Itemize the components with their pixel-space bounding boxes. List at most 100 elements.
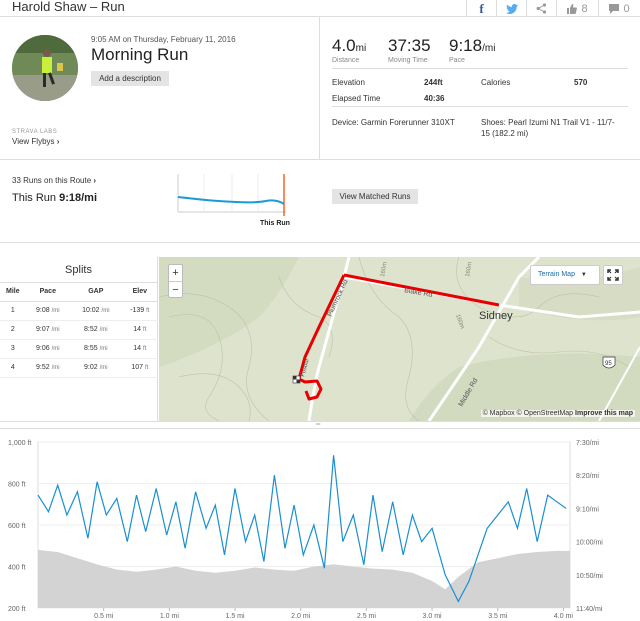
pace-stat: 9:18/mi Pace bbox=[449, 36, 507, 64]
moving-time-stat: 37:35 Moving Time bbox=[388, 36, 449, 64]
kudos-button[interactable]: 8 bbox=[556, 0, 598, 17]
split-unit: /mi bbox=[99, 327, 108, 333]
comment-icon bbox=[609, 3, 620, 14]
osm-link[interactable]: © OpenStreetMap bbox=[516, 410, 574, 417]
view-matched-runs-button[interactable]: View Matched Runs bbox=[332, 189, 418, 204]
road-label: Blake Rd bbox=[404, 287, 433, 299]
town-label: Sidney bbox=[479, 310, 513, 322]
splits-title: Splits bbox=[0, 257, 157, 283]
zoom-out-button[interactable]: − bbox=[169, 281, 182, 297]
page-title: Harold Shaw – Run bbox=[12, 0, 125, 14]
matched-runs-line bbox=[177, 196, 285, 205]
activity-summary: 9:05 AM on Thursday, February 11, 2016 M… bbox=[0, 17, 640, 243]
contour-label: 160m bbox=[380, 262, 389, 278]
shoes-info: Shoes: Pearl Izumi N1 Trail V1 - 11/7- 1… bbox=[481, 118, 615, 138]
axis-ticks: 1,000 ft 800 ft 600 ft 400 ft 200 ft 7:30/mi 8… bbox=[8, 440, 603, 620]
x-tick-label: 0.5 mi bbox=[94, 613, 114, 620]
calories-label: Calories bbox=[481, 78, 511, 87]
x-tick-label: 1.5 mi bbox=[226, 613, 246, 620]
divider bbox=[319, 17, 320, 159]
improve-map-link[interactable]: Improve this map bbox=[575, 410, 633, 417]
map-attribution: © Mapbox © OpenStreetMap Improve this ma… bbox=[480, 410, 635, 417]
elevation-value: 244ft bbox=[424, 78, 443, 87]
elevation-pace-chart[interactable]: 1,000 ft 800 ft 600 ft 400 ft 200 ft 7:30/mi 8… bbox=[0, 430, 640, 621]
chevron-right-icon: › bbox=[93, 176, 97, 185]
facebook-icon: f bbox=[479, 0, 484, 16]
map-type-dropdown[interactable]: Terrain Map ▼ bbox=[530, 265, 600, 285]
split-gap: 8:52 bbox=[84, 326, 98, 333]
twitter-icon bbox=[505, 3, 518, 14]
add-description-button[interactable]: Add a description bbox=[91, 71, 169, 86]
twitter-share-button[interactable] bbox=[496, 0, 526, 17]
share-button[interactable] bbox=[526, 0, 556, 17]
contour-label: 160m bbox=[465, 262, 474, 278]
distance-value: 4.0 bbox=[332, 36, 356, 55]
split-mile: 3 bbox=[0, 339, 26, 359]
resize-handle[interactable]: ═ bbox=[0, 421, 640, 429]
matched-runs-chart[interactable]: This Run bbox=[176, 172, 296, 232]
y-left-tick-label: 600 ft bbox=[8, 523, 26, 530]
column-header: Mile bbox=[0, 283, 26, 302]
map-type-label: Terrain Map bbox=[538, 271, 575, 278]
table-row[interactable]: 1 9:08 /mi 10:02 /mi -139 ft bbox=[0, 301, 158, 321]
y-right-tick-label: 8:20/mi bbox=[576, 473, 599, 480]
route-line bbox=[297, 273, 500, 401]
elevation-area bbox=[38, 549, 570, 608]
kudos-count: 8 bbox=[581, 2, 588, 15]
splits-table: Mile Pace GAP Elev 1 9:08 /mi 10:02 /mi … bbox=[0, 283, 158, 378]
contour-label: 160m bbox=[454, 314, 465, 330]
this-run-pace: This Run 9:18/mi bbox=[12, 192, 97, 204]
split-elev-unit: ft bbox=[143, 327, 147, 333]
zoom-in-button[interactable]: + bbox=[172, 267, 179, 279]
highway-shield-label: 95 bbox=[605, 361, 612, 367]
split-gap: 10:02 bbox=[82, 307, 100, 314]
caret-down-icon: ▼ bbox=[580, 272, 587, 278]
y-left-tick-label: 800 ft bbox=[8, 482, 26, 489]
y-right-tick-label: 10:00/mi bbox=[576, 540, 603, 547]
distance-label: Distance bbox=[332, 57, 360, 64]
table-row[interactable]: 3 9:06 /mi 8:55 /mi 14 ft bbox=[0, 339, 158, 359]
column-header: Elev bbox=[121, 283, 158, 302]
split-pace: 9:08 bbox=[36, 307, 50, 314]
split-mile: 2 bbox=[0, 320, 26, 340]
pace-unit: /mi bbox=[482, 43, 496, 54]
y-right-tick-label: 7:30/mi bbox=[576, 440, 599, 447]
share-toolbar: f 8 0 bbox=[466, 0, 640, 17]
split-elev-unit: ft bbox=[146, 308, 150, 314]
split-unit: /mi bbox=[51, 308, 60, 314]
fullscreen-icon bbox=[607, 269, 619, 281]
split-pace: 9:06 bbox=[36, 345, 50, 352]
runner-photo bbox=[12, 35, 78, 101]
terrain-shading bbox=[409, 353, 640, 421]
primary-stats: 4.0mi Distance 37:35 Moving Time 9:18/mi… bbox=[332, 36, 507, 64]
split-unit: /mi bbox=[99, 346, 108, 352]
elapsed-time-value: 40:36 bbox=[424, 94, 445, 103]
comments-button[interactable]: 0 bbox=[598, 0, 640, 17]
avatar[interactable] bbox=[12, 35, 78, 101]
this-run-label: This Run bbox=[12, 192, 57, 204]
fullscreen-button[interactable] bbox=[603, 265, 623, 285]
runs-on-route-link[interactable]: 33 Runs on this Route › bbox=[12, 176, 96, 185]
column-header: Pace bbox=[25, 283, 70, 302]
this-run-marker-label: This Run bbox=[260, 220, 290, 227]
split-unit: /mi bbox=[51, 327, 60, 333]
split-mile: 4 bbox=[0, 358, 26, 378]
splits-panel: Splits Mile Pace GAP Elev 1 9:08 /mi 10:… bbox=[0, 257, 158, 421]
y-left-tick-label: 200 ft bbox=[8, 606, 26, 613]
pace-value: 9:18 bbox=[449, 36, 483, 55]
shoes-line: 15 (182.2 mi) bbox=[481, 129, 529, 138]
table-row[interactable]: 4 9:52 /mi 9:02 /mi 107 ft bbox=[0, 358, 158, 378]
top-bar: Harold Shaw – Run f 8 0 bbox=[0, 0, 640, 17]
view-flybys-label: View Flybys bbox=[12, 137, 55, 146]
divider bbox=[332, 106, 628, 107]
view-flybys-link[interactable]: View Flybys › bbox=[12, 137, 59, 146]
split-unit: /mi bbox=[51, 346, 60, 352]
mapbox-link[interactable]: © Mapbox bbox=[482, 410, 515, 417]
drag-grip-icon: ═ bbox=[316, 422, 321, 428]
road bbox=[427, 257, 541, 421]
x-tick-label: 1.0 mi bbox=[160, 613, 180, 620]
table-row[interactable]: 2 9:07 /mi 8:52 /mi 14 ft bbox=[0, 320, 158, 340]
facebook-share-button[interactable]: f bbox=[466, 0, 496, 17]
x-tick-label: 3.5 mi bbox=[488, 613, 508, 620]
runs-on-route-label: 33 Runs on this Route bbox=[12, 176, 92, 185]
